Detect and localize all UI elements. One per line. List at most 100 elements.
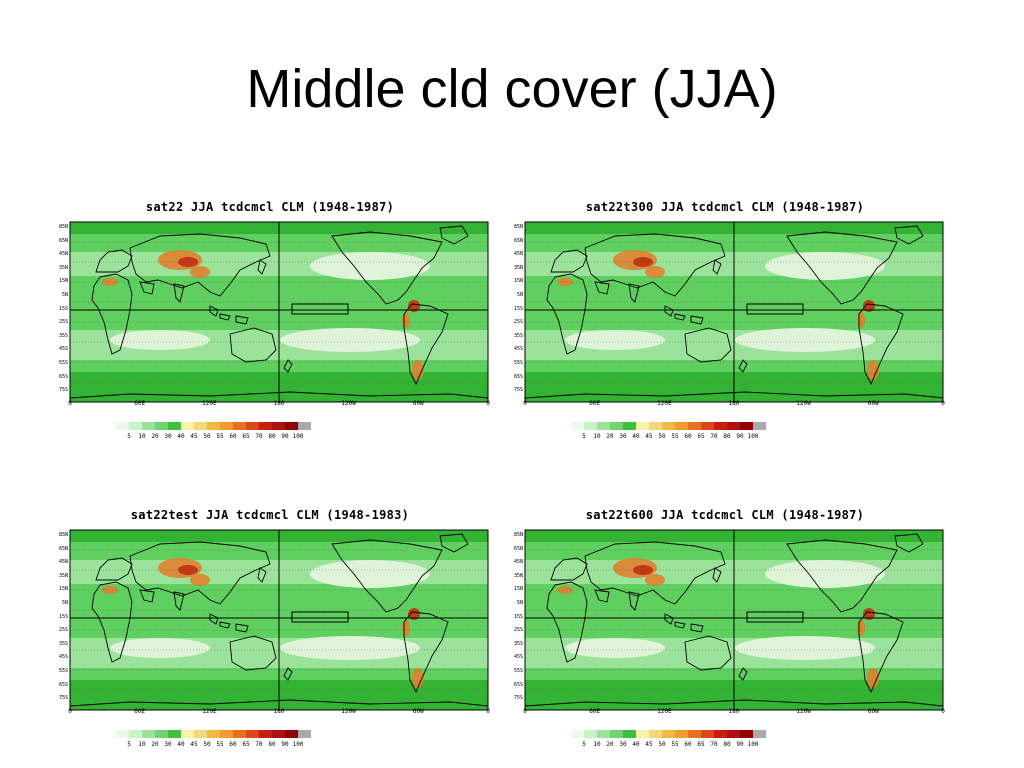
coastline	[173, 283, 185, 303]
longitude-label: 120E	[202, 400, 217, 407]
high-cloud-region	[190, 574, 210, 586]
high-cloud-region	[102, 278, 118, 286]
latitude-label: 35S	[513, 640, 523, 647]
colorbar-label: 10	[593, 741, 601, 748]
colorbar-label: 60	[229, 741, 237, 748]
colorbar-label: 20	[151, 741, 159, 748]
colorbar-swatch	[298, 730, 311, 738]
colorbar-swatch	[129, 730, 142, 738]
panel-title: sat22t600 JJA tcdcmcl CLM (1948-1987)	[585, 508, 865, 522]
high-cloud-region	[633, 565, 653, 575]
colorbar-swatch	[246, 730, 259, 738]
high-cloud-region	[402, 620, 410, 636]
colorbar-swatch	[181, 422, 194, 430]
coastline	[594, 589, 610, 603]
high-cloud-region	[412, 668, 424, 688]
longitude-label: 120W	[341, 708, 356, 715]
colorbar-label: 70	[710, 433, 718, 440]
longitude-labels: 0 60E 120E 180 120W 60W 0	[66, 708, 490, 718]
latitude-label: 75S	[513, 695, 523, 702]
colorbar-swatch	[753, 730, 766, 738]
colorbar-labels: 5 10 20 30 40 45 50 55 60 65 70 80 90 100	[565, 741, 905, 751]
coastline	[439, 533, 469, 553]
coastline	[139, 589, 155, 603]
high-cloud-region	[867, 668, 879, 688]
colorbar-label: 5	[582, 433, 586, 440]
colorbar-swatch	[168, 730, 181, 738]
colorbar-swatch	[116, 422, 129, 430]
coastline	[209, 613, 219, 625]
colorbar-label: 100	[747, 433, 759, 440]
coastline	[524, 391, 944, 399]
longitude-label: 60E	[134, 708, 146, 715]
colorbar-swatch	[662, 422, 675, 430]
colorbar-swatch	[701, 422, 714, 430]
colorbar-label: 45	[645, 741, 653, 748]
longitude-labels: 0 60E 120E 180 120W 60W 0	[66, 400, 490, 410]
latitude-label: 75S	[58, 387, 68, 394]
clear-region	[735, 636, 875, 660]
colorbar-swatch	[610, 730, 623, 738]
latitude-labels: 85N 65N 45N 35N 15N 5N 15S 25S 35S 45S 55S 65S 75S	[50, 220, 70, 400]
high-cloud-region	[102, 586, 118, 594]
high-cloud-region	[178, 257, 198, 267]
longitude-label: 0	[523, 708, 527, 715]
latitude-label: 15S	[58, 613, 68, 620]
colorbar-label: 30	[619, 741, 627, 748]
colorbar-label: 5	[127, 741, 131, 748]
longitude-label: 120E	[657, 400, 672, 407]
coastline	[283, 667, 293, 681]
colorbar-swatch	[194, 730, 207, 738]
coastline	[129, 233, 271, 297]
cloud-cover-map	[69, 529, 489, 711]
coastline	[858, 611, 904, 694]
latitude-label: 85N	[58, 532, 68, 538]
latitude-label: 25S	[58, 319, 68, 326]
colorbar-swatch	[623, 422, 636, 430]
clear-region	[565, 638, 665, 658]
coastline	[546, 581, 588, 663]
panel-title: sat22t300 JJA tcdcmcl CLM (1948-1987)	[585, 200, 865, 214]
longitude-label: 180	[273, 400, 285, 407]
coastline	[786, 231, 898, 305]
high-cloud-region	[402, 312, 410, 328]
coastline	[235, 623, 249, 633]
colorbar-label: 65	[697, 741, 705, 748]
colorbar-swatch	[142, 730, 155, 738]
colorbar-label: 70	[710, 741, 718, 748]
coastline	[664, 305, 674, 317]
colorbar-swatch	[727, 422, 740, 430]
panel-title: sat22test JJA tcdcmcl CLM (1948-1983)	[130, 508, 410, 522]
colorbar-swatch	[571, 422, 584, 430]
coastline	[235, 315, 249, 325]
latitude-label: 65N	[58, 237, 68, 244]
colorbar-swatch	[207, 730, 220, 738]
colorbar-label: 55	[216, 433, 224, 440]
colorbar-label: 90	[281, 741, 289, 748]
coastline	[628, 591, 640, 611]
coastline	[684, 635, 732, 671]
highlight-box	[746, 303, 804, 315]
high-cloud-region	[867, 360, 879, 380]
colorbar-swatch	[597, 422, 610, 430]
coastline	[129, 541, 271, 605]
clear-region	[565, 330, 665, 350]
longitude-label: 60E	[589, 708, 601, 715]
coastline	[331, 539, 443, 613]
clear-region	[110, 638, 210, 658]
colorbar-swatch	[259, 730, 272, 738]
coastline	[584, 541, 726, 605]
longitude-label: 180	[728, 708, 740, 715]
cloud-cover-map	[524, 221, 944, 403]
longitude-label: 60W	[867, 400, 879, 407]
high-cloud-region	[408, 608, 420, 620]
colorbar-swatch	[688, 422, 701, 430]
colorbar-label: 60	[229, 433, 237, 440]
coastline	[439, 225, 469, 245]
longitude-label: 0	[523, 400, 527, 407]
latitude-label: 5N	[61, 292, 68, 298]
map-panel-sat22test: sat22test JJA tcdcmcl CLM (1948-1983) 85…	[50, 508, 490, 758]
map-panel-sat22t300: sat22t300 JJA tcdcmcl CLM (1948-1987) 85…	[505, 200, 945, 450]
colorbar-label: 10	[138, 433, 146, 440]
colorbar-swatch	[233, 730, 246, 738]
